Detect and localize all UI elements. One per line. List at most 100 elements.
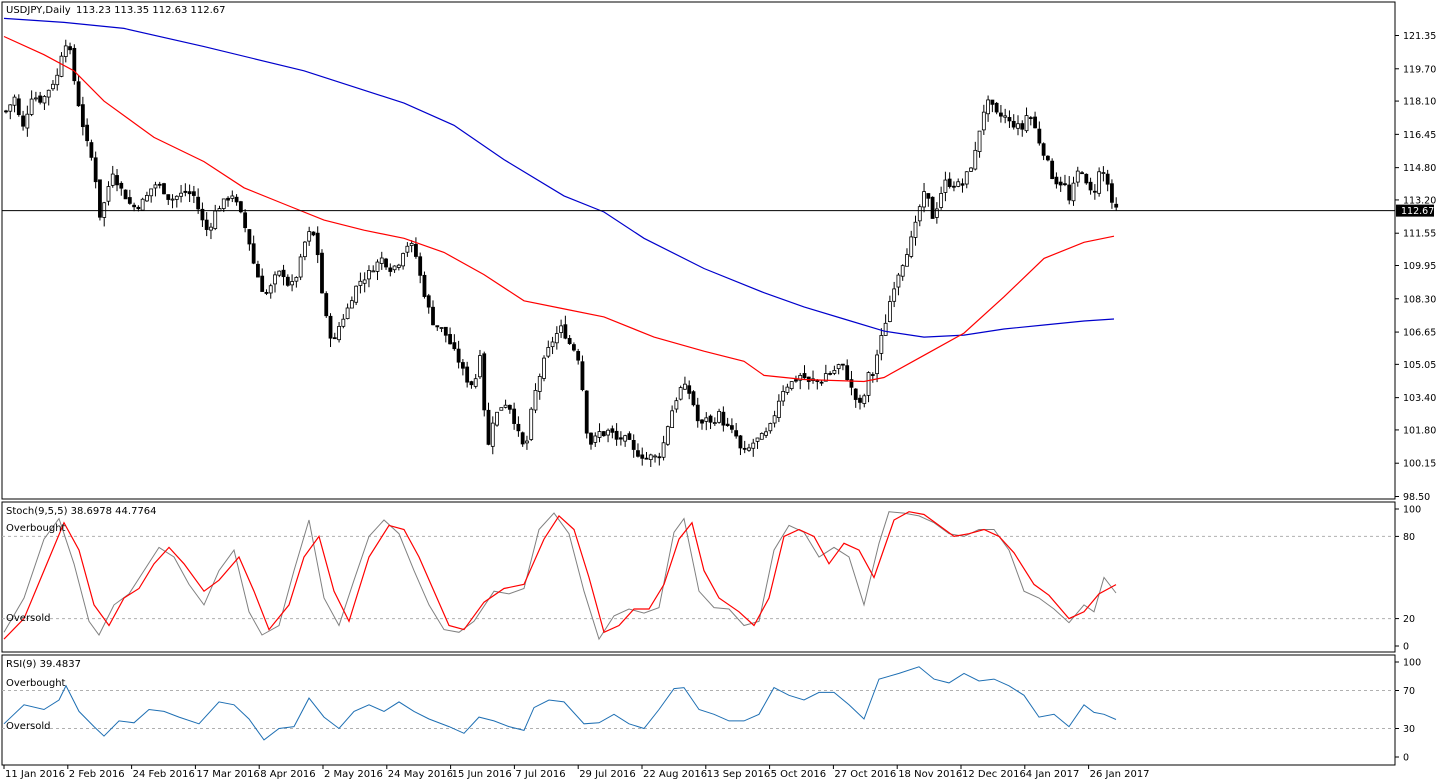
candle-body	[473, 378, 478, 387]
candle-body	[29, 98, 34, 115]
time-tick-label: 11 Jan 2016	[5, 769, 65, 780]
time-tick-label: 24 Feb 2016	[133, 769, 195, 780]
time-tick-label: 2 Feb 2016	[69, 769, 125, 780]
candle-body	[597, 431, 602, 438]
candle-body	[695, 404, 700, 422]
candle-body	[179, 192, 183, 197]
candle-body	[674, 400, 679, 410]
candle-body	[742, 447, 747, 450]
candle-body	[362, 279, 367, 284]
candle-body	[700, 419, 704, 424]
stochastic-panel[interactable]: Stoch(9,5,5) 38.6978 44.7764 Overbought …	[1, 501, 1396, 653]
candle-body	[576, 351, 581, 361]
candle-body	[1016, 123, 1020, 129]
candle-body	[1033, 116, 1037, 129]
candle-body	[653, 455, 657, 458]
candle-body	[516, 423, 521, 432]
price-tick-label: 114.80	[1403, 163, 1436, 174]
candle-body	[1003, 115, 1008, 118]
candle-body	[422, 274, 427, 297]
candle-body	[768, 423, 773, 432]
candle-body	[1092, 190, 1097, 193]
candle-body	[324, 293, 329, 317]
candle-body	[1020, 123, 1025, 130]
candle-body	[870, 374, 875, 376]
price-panel[interactable]: USDJPY,Daily 113.23 113.35 112.63 112.67	[1, 1, 1396, 500]
candle-body	[614, 430, 619, 440]
candle-body	[879, 335, 884, 354]
time-tick-label: 15 Jun 2016	[452, 769, 512, 780]
candle-body	[930, 196, 935, 219]
candle-body	[691, 391, 696, 406]
candle-body	[256, 263, 260, 278]
candle-body	[999, 112, 1003, 117]
candle-body	[396, 264, 401, 268]
candle-body	[661, 442, 666, 458]
candle-body	[670, 410, 675, 428]
candle-body	[204, 219, 209, 230]
price-tick-label: 105.05	[1403, 360, 1436, 371]
candle-body	[956, 181, 961, 187]
candle-body	[828, 373, 833, 375]
candle-body	[452, 342, 457, 350]
candle-body	[665, 426, 670, 445]
candle-body	[311, 231, 316, 236]
time-tick-label: 22 Aug 2016	[643, 769, 707, 780]
candle-body	[1054, 176, 1059, 185]
time-tick-label: 2 May 2016	[324, 769, 383, 780]
candle-body	[392, 265, 397, 271]
candle-body	[1063, 183, 1067, 186]
time-tick-label: 24 May 2016	[388, 769, 453, 780]
candle-body	[456, 348, 461, 363]
candle-body	[1110, 183, 1114, 203]
candle-body	[1045, 155, 1050, 161]
candle-body	[1084, 173, 1089, 184]
candle-body	[1028, 117, 1033, 119]
candle-body	[379, 257, 384, 264]
time-tick-label: 18 Nov 2016	[898, 769, 962, 780]
candle-body	[593, 435, 598, 443]
candle-body	[268, 285, 273, 294]
candle-body	[68, 46, 72, 51]
candle-body	[1080, 172, 1084, 175]
candle-body	[559, 325, 563, 333]
candle-body	[875, 354, 879, 375]
candle-body	[943, 179, 948, 193]
candlestick-series	[4, 39, 1119, 467]
time-tick-label: 27 Oct 2016	[834, 769, 896, 780]
rsi-tick-label: 30	[1403, 724, 1415, 735]
rsi-tick-label: 100	[1403, 658, 1421, 669]
candle-body	[482, 353, 487, 411]
rsi-panel[interactable]: RSI(9) 39.4837 Overbought Oversold	[1, 654, 1396, 766]
candle-body	[196, 196, 201, 210]
candle-body	[542, 357, 546, 379]
price-tick-label: 101.80	[1403, 425, 1436, 436]
candle-body	[1037, 128, 1042, 144]
candle-body	[290, 281, 294, 286]
candle-body	[307, 231, 312, 242]
candle-body	[892, 288, 897, 302]
rsi-title: RSI(9) 39.4837	[6, 659, 81, 670]
candle-body	[584, 390, 589, 434]
candle-body	[1011, 120, 1016, 128]
candle-body	[507, 404, 512, 410]
candle-body	[1071, 182, 1076, 202]
candle-body	[738, 435, 743, 449]
candle-body	[823, 373, 828, 382]
candle-body	[520, 432, 525, 445]
candle-body	[439, 327, 444, 329]
candle-body	[200, 208, 205, 221]
stochastic-panel-frame	[1, 501, 1396, 653]
candle-body	[922, 191, 926, 208]
candle-body	[554, 333, 559, 344]
rsi-line	[3, 666, 1117, 741]
candle-body	[170, 198, 175, 201]
candle-body	[298, 256, 303, 278]
candle-body	[657, 456, 662, 459]
candle-body	[712, 422, 717, 425]
candle-body	[567, 338, 572, 344]
candle-body	[358, 280, 363, 286]
stochastic-main-line	[3, 511, 1117, 641]
price-tick-label: 111.55	[1403, 229, 1436, 240]
